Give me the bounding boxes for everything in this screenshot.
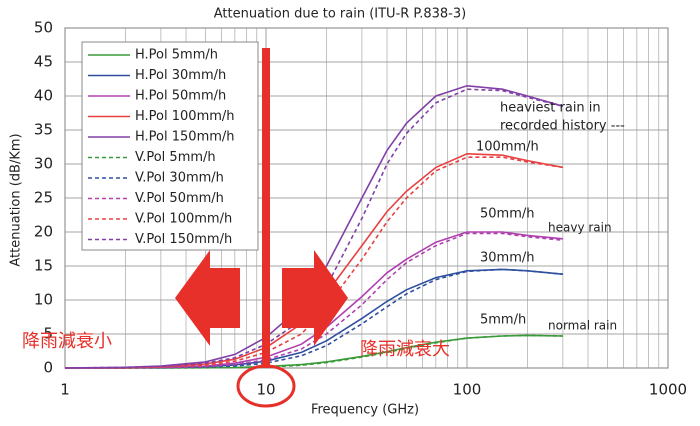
lines: [64, 84, 564, 369]
annotation: recorded history ---: [500, 119, 625, 134]
y-tick-label: 25: [34, 189, 53, 207]
y-tick-label: 40: [34, 87, 53, 105]
legend-label: H.Pol 50mm/h: [135, 89, 226, 104]
y-tick-label: 15: [34, 257, 53, 275]
series-line: [65, 334, 563, 369]
annotation: normal rain: [548, 319, 617, 333]
y-tick-label: 50: [34, 19, 53, 37]
series-line: [64, 232, 563, 369]
series-line: [64, 156, 564, 369]
annotation: 5mm/h: [480, 313, 526, 328]
y-tick-label: 45: [34, 53, 53, 71]
x-axis-label: Frequency (GHz): [311, 403, 419, 418]
series-line: [64, 152, 564, 369]
right-arrow: [282, 250, 348, 346]
legend-label: V.Pol 5mm/h: [135, 150, 216, 165]
legend: H.Pol 5mm/h H.Pol 30mm/h H.Pol 50mm/h H.Pol…: [88, 48, 235, 247]
series-line: [64, 268, 563, 369]
legend-label: V.Pol 150mm/h: [135, 232, 232, 247]
series-line: [65, 334, 563, 369]
y-tick-label: 30: [34, 155, 53, 173]
x-tick-label: 1: [60, 381, 70, 399]
legend-label: V.Pol 100mm/h: [135, 212, 232, 227]
y-tick-label: 5: [43, 325, 53, 343]
marker-bar: [262, 48, 270, 368]
series-line: [64, 84, 564, 369]
x-tick-label: 1000: [649, 381, 687, 399]
legend-label: V.Pol 50mm/h: [135, 191, 224, 206]
annotations: heaviest rain in recorded history --- 100m…: [22, 101, 625, 361]
annotation: heaviest rain in: [500, 101, 601, 116]
y-tick-label: 20: [34, 223, 53, 241]
y-axis-label: Attenuation (dB/Km): [9, 133, 24, 266]
legend-label: H.Pol 100mm/h: [135, 109, 235, 124]
legend-label: H.Pol 30mm/h: [135, 68, 226, 83]
left-arrow: [175, 250, 240, 346]
chart-title: Attenuation due to rain (ITU-R P.838-3): [214, 7, 466, 22]
annotation: 降雨減衰大: [360, 339, 450, 360]
x-tick-label: 100: [453, 381, 482, 399]
legend-label: V.Pol 30mm/h: [135, 171, 224, 186]
annotation: 30mm/h: [480, 251, 535, 266]
legend-label: H.Pol 150mm/h: [135, 130, 235, 145]
x-tick-label: 10: [256, 381, 275, 399]
annotation: heavy rain: [548, 221, 612, 235]
series-line: [64, 231, 563, 369]
annotation: 降雨減衰小: [22, 331, 112, 352]
y-tick-label: 10: [34, 291, 53, 309]
series-line: [64, 88, 564, 369]
legend-label: H.Pol 5mm/h: [135, 48, 218, 63]
y-tick-label: 35: [34, 121, 53, 139]
highlight-circle: [236, 364, 296, 408]
annotation: 50mm/h: [480, 207, 535, 222]
legend-box: [81, 41, 259, 251]
y-tick-label: 0: [43, 359, 53, 377]
annotation: 100mm/h: [476, 140, 539, 155]
